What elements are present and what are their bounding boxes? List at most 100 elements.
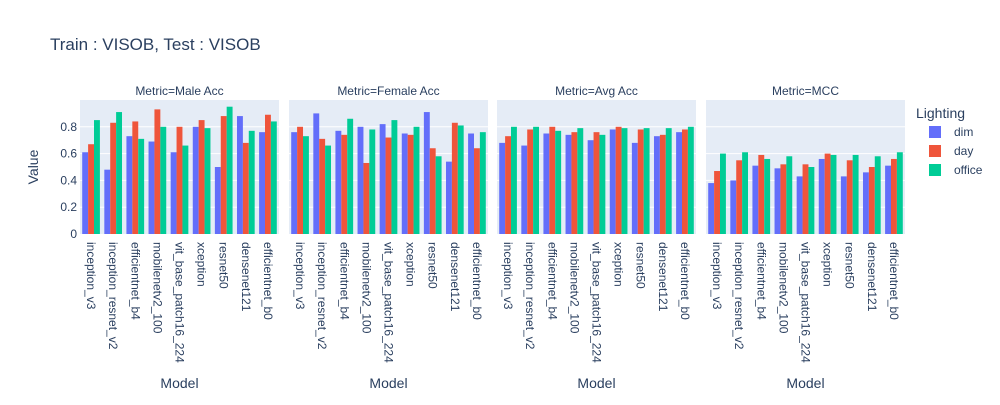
bar-office (511, 126, 517, 234)
x-tick-label: vit_base_patch16_224 (799, 242, 813, 363)
x-axis-title: Model (786, 375, 824, 391)
bar-office (852, 154, 859, 234)
bar-office (138, 138, 145, 234)
x-tick-label: mobilenetv2_100 (567, 242, 581, 334)
bar-day (474, 148, 480, 234)
legend-label-dim: dim (954, 125, 973, 139)
bar-dim (335, 130, 342, 234)
bar-day (868, 167, 875, 234)
bar-day (549, 126, 556, 234)
bar-dim (291, 132, 298, 234)
bar-dim (587, 140, 594, 234)
x-tick-label: mobilenetv2_100 (150, 242, 164, 334)
facet-panel-3: Metric=Avg Acc inception_v3 inception_resn… (497, 84, 696, 391)
x-tick-label: resnet50 (843, 242, 857, 289)
x-tick-label: efficientnet_b4 (337, 242, 351, 320)
bar-office (896, 152, 903, 234)
x-axis-title: Model (577, 375, 615, 391)
bar-dim (840, 176, 847, 234)
bar-dim (468, 133, 474, 234)
x-axis-title: Model (369, 375, 407, 391)
bar-dim (708, 183, 715, 234)
bar-day (527, 129, 534, 234)
bar-office (599, 134, 606, 234)
bar-dim (752, 165, 759, 234)
bar-dim (104, 169, 111, 234)
bar-dim (631, 142, 638, 234)
bar-office (391, 120, 398, 234)
x-tick-label: densenet121 (865, 242, 879, 312)
x-tick-label: densenet121 (239, 242, 253, 312)
x-tick-label: inception_v3 (84, 242, 98, 310)
bar-office (226, 106, 233, 234)
bar-dim (609, 129, 616, 234)
legend-label-office: office (954, 163, 983, 177)
x-tick-label: efficientnet_b4 (128, 242, 142, 320)
x-tick-label: inception_v3 (710, 242, 724, 310)
bar-day (429, 148, 436, 234)
bar-office (248, 130, 255, 234)
bar-day (110, 122, 117, 234)
bar-day (220, 116, 227, 234)
bar-day (736, 160, 743, 234)
y-axis-title: Value (25, 149, 41, 184)
bar-office (160, 126, 167, 234)
bar-day (505, 136, 512, 234)
bar-day (682, 129, 688, 234)
bar-day (714, 171, 721, 234)
bar-dim (379, 124, 386, 234)
bar-office (720, 153, 726, 234)
facet-panel-4: Metric=MCC inception_v3 inception_resnet_v… (706, 84, 905, 391)
bar-day (297, 126, 304, 234)
x-tick-label: resnet50 (217, 242, 231, 289)
bar-day (571, 132, 578, 234)
bar-day (385, 137, 392, 234)
x-tick-label: mobilenetv2_100 (359, 242, 373, 334)
y-tick-label: 0 (70, 227, 77, 241)
x-tick-label: inception_resnet_v2 (106, 242, 120, 350)
bar-dim (236, 116, 243, 234)
x-tick-label: efficientnet_b0 (678, 242, 692, 320)
bar-dim (730, 180, 737, 234)
bar-dim (423, 112, 430, 234)
bar-office (413, 126, 420, 234)
bar-office (555, 130, 562, 234)
bar-dim (543, 133, 550, 234)
bar-dim (401, 133, 408, 234)
bar-office (457, 125, 464, 234)
x-tick-label: resnet50 (634, 242, 648, 289)
bar-office (687, 126, 694, 234)
bar-office (874, 156, 881, 234)
bar-dim (170, 152, 177, 234)
bar-day (451, 122, 458, 234)
legend-label-day: day (954, 144, 973, 158)
bar-office (182, 145, 189, 234)
bar-dim (259, 132, 265, 234)
x-tick-label: xception (404, 242, 418, 287)
y-tick-label: 0.6 (60, 147, 77, 161)
bar-dim (676, 132, 682, 234)
x-tick-label: xception (195, 242, 209, 287)
y-tick-label: 0.8 (60, 120, 77, 134)
bar-office (116, 112, 123, 234)
x-tick-label: efficientnet_b4 (754, 242, 768, 320)
bar-office (270, 121, 277, 234)
legend-swatch-dim (929, 126, 941, 138)
bar-day (176, 126, 183, 234)
legend-title: Lighting (916, 105, 965, 121)
bar-dim (192, 126, 199, 234)
x-tick-label: inception_resnet_v2 (315, 242, 329, 350)
facet-title: Metric=Male Acc (135, 84, 223, 98)
bar-dim (653, 136, 660, 234)
bar-day (341, 134, 348, 234)
bar-dim (499, 142, 506, 234)
bar-day (198, 120, 205, 234)
legend-swatch-day (929, 145, 941, 157)
bar-dim (885, 165, 891, 234)
bar-office (643, 128, 650, 234)
chart-title: Train : VISOB, Test : VISOB (50, 35, 261, 54)
x-tick-label: inception_v3 (501, 242, 515, 310)
bar-office (742, 152, 749, 234)
bar-day (615, 126, 622, 234)
